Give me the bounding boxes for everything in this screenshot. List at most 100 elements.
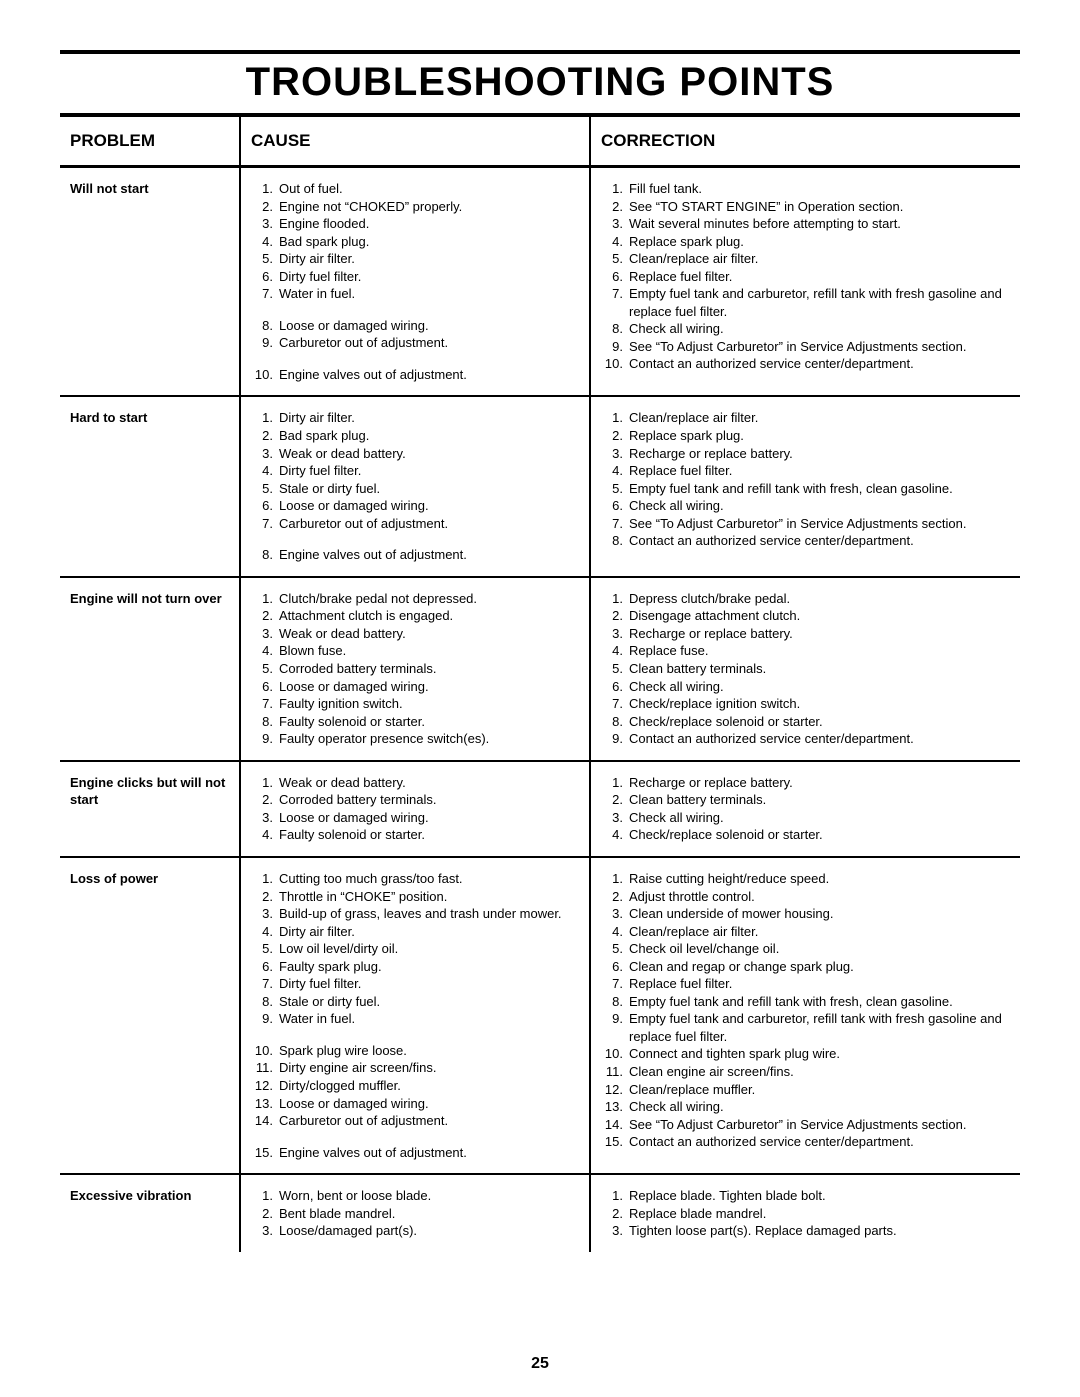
list-item-text: Loose or damaged wiring. (279, 1095, 581, 1113)
list-item-number: 10. (601, 355, 629, 373)
numbered-list: 1.Raise cutting height/reduce speed.2.Ad… (601, 870, 1012, 1151)
list-item-number: 10. (601, 1045, 629, 1063)
list-item-text: Empty fuel tank and carburetor, refill t… (629, 285, 1012, 320)
list-item: 8.Loose or damaged wiring. (251, 317, 581, 335)
list-item-number: 6. (601, 268, 629, 286)
list-item-text: Dirty fuel filter. (279, 462, 581, 480)
list-item-number: 11. (601, 1063, 629, 1081)
list-item-number: 6. (251, 958, 279, 976)
list-item: 8.Check all wiring. (601, 320, 1012, 338)
list-item: 3.Build-up of grass, leaves and trash un… (251, 905, 581, 923)
list-item-text: Water in fuel. (279, 285, 581, 303)
list-item: 6.Check all wiring. (601, 678, 1012, 696)
numbered-list: 1.Weak or dead battery.2.Corroded batter… (251, 774, 581, 844)
list-item-number: 1. (601, 590, 629, 608)
list-item-text: Clean/replace air filter. (629, 250, 1012, 268)
list-item: 9.Empty fuel tank and carburetor, refill… (601, 1010, 1012, 1045)
list-item: 3.Engine flooded. (251, 215, 581, 233)
list-item-number: 10. (251, 366, 279, 384)
list-item-text: Dirty engine air screen/fins. (279, 1059, 581, 1077)
list-item-text: Clean battery terminals. (629, 660, 1012, 678)
list-item: 3.Recharge or replace battery. (601, 625, 1012, 643)
page-number: 25 (0, 1355, 1080, 1373)
list-item-number: 5. (601, 250, 629, 268)
list-item: 1.Clean/replace air filter. (601, 409, 1012, 427)
list-item-text: Loose or damaged wiring. (279, 317, 581, 335)
list-item-text: See “To Adjust Carburetor” in Service Ad… (629, 338, 1012, 356)
list-item-number: 3. (251, 905, 279, 923)
list-item-number: 7. (251, 515, 279, 533)
list-item-number: 8. (251, 713, 279, 731)
list-item-number: 1. (601, 180, 629, 198)
list-item-text: Stale or dirty fuel. (279, 480, 581, 498)
list-item: 6.Check all wiring. (601, 497, 1012, 515)
list-item: 13.Loose or damaged wiring. (251, 1095, 581, 1113)
cause-cell: 1.Weak or dead battery.2.Corroded batter… (240, 761, 590, 857)
page-title: TROUBLESHOOTING POINTS (60, 60, 1020, 105)
list-item-number: 3. (601, 625, 629, 643)
list-item: 3.Loose or damaged wiring. (251, 809, 581, 827)
list-item: 3.Weak or dead battery. (251, 445, 581, 463)
list-item-number: 3. (251, 215, 279, 233)
list-item: 8.Empty fuel tank and refill tank with f… (601, 993, 1012, 1011)
numbered-list: 1.Clean/replace air filter.2.Replace spa… (601, 409, 1012, 549)
list-item: 4.Check/replace solenoid or starter. (601, 826, 1012, 844)
problem-cell: Engine will not turn over (60, 577, 240, 761)
list-item-text: Carburetor out of adjustment. (279, 334, 581, 352)
list-item: 5.Stale or dirty fuel. (251, 480, 581, 498)
list-item-text: Clean and regap or change spark plug. (629, 958, 1012, 976)
list-item: 8.Faulty solenoid or starter. (251, 713, 581, 731)
list-item-number: 2. (251, 198, 279, 216)
list-item-text: Check oil level/change oil. (629, 940, 1012, 958)
list-item-text: Contact an authorized service center/dep… (629, 1133, 1012, 1151)
list-item: 10.Engine valves out of adjustment. (251, 366, 581, 384)
list-item: 2.See “TO START ENGINE” in Operation sec… (601, 198, 1012, 216)
list-item: 6.Loose or damaged wiring. (251, 678, 581, 696)
list-item-number: 12. (601, 1081, 629, 1099)
list-item: 1.Fill fuel tank. (601, 180, 1012, 198)
list-item-number: 15. (251, 1144, 279, 1162)
list-item-text: Loose or damaged wiring. (279, 497, 581, 515)
list-item-number: 1. (251, 409, 279, 427)
list-item: 7.Check/replace ignition switch. (601, 695, 1012, 713)
list-item: 2.Disengage attachment clutch. (601, 607, 1012, 625)
list-item-text: Clean underside of mower housing. (629, 905, 1012, 923)
list-item: 3.Tighten loose part(s). Replace damaged… (601, 1222, 1012, 1240)
list-item-text: Depress clutch/brake pedal. (629, 590, 1012, 608)
list-item: 4.Blown fuse. (251, 642, 581, 660)
numbered-list: 1.Dirty air filter.2.Bad spark plug.3.We… (251, 409, 581, 563)
list-item-number: 8. (601, 993, 629, 1011)
title-rule-box: TROUBLESHOOTING POINTS (60, 50, 1020, 117)
list-item-text: See “To Adjust Carburetor” in Service Ad… (629, 1116, 1012, 1134)
list-item: 5.Check oil level/change oil. (601, 940, 1012, 958)
list-item-number: 2. (251, 427, 279, 445)
list-item-number: 9. (251, 1010, 279, 1028)
list-item-number: 7. (251, 975, 279, 993)
list-item: 13.Check all wiring. (601, 1098, 1012, 1116)
list-item-number: 1. (251, 774, 279, 792)
list-item: 1.Weak or dead battery. (251, 774, 581, 792)
list-item-number: 13. (251, 1095, 279, 1113)
list-item-number: 1. (251, 870, 279, 888)
list-item-text: Dirty air filter. (279, 923, 581, 941)
list-item-number: 7. (251, 695, 279, 713)
list-item-number: 2. (251, 791, 279, 809)
list-item: 7.Carburetor out of adjustment. (251, 515, 581, 533)
list-item-text: Weak or dead battery. (279, 625, 581, 643)
list-item-number: 3. (601, 215, 629, 233)
list-item-text: Spark plug wire loose. (279, 1042, 581, 1060)
list-item-number: 1. (601, 774, 629, 792)
list-item-number: 4. (251, 462, 279, 480)
numbered-list: 1.Recharge or replace battery.2.Clean ba… (601, 774, 1012, 844)
correction-cell: 1.Recharge or replace battery.2.Clean ba… (590, 761, 1020, 857)
list-item-number: 4. (601, 462, 629, 480)
list-item-number: 2. (601, 1205, 629, 1223)
list-item-number: 7. (601, 695, 629, 713)
list-item-text: Build-up of grass, leaves and trash unde… (279, 905, 581, 923)
list-item-number: 4. (251, 642, 279, 660)
list-item-text: Dirty fuel filter. (279, 268, 581, 286)
list-item: 3.Check all wiring. (601, 809, 1012, 827)
list-item-text: Check/replace solenoid or starter. (629, 826, 1012, 844)
list-item-number: 2. (601, 427, 629, 445)
list-item: 15.Engine valves out of adjustment. (251, 1144, 581, 1162)
